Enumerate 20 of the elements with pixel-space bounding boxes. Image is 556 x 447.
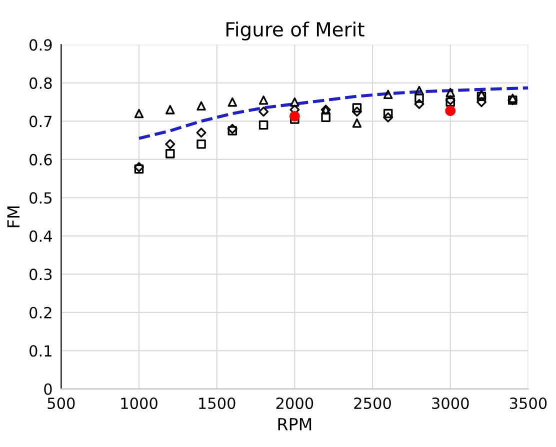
x-tick-label: 1500 — [199, 397, 236, 410]
y-tick-label: 0.5 — [30, 192, 52, 204]
y-tick-label: 0.8 — [30, 77, 52, 89]
x-tick-label: 2000 — [276, 397, 314, 410]
chart-title: Figure of Merit — [226, 22, 364, 40]
y-tick-label: 0.1 — [30, 345, 52, 357]
y-tick-label: 0.3 — [30, 268, 52, 280]
x-axis-title: RPM — [278, 418, 312, 430]
x-tick-label: 2500 — [354, 397, 391, 410]
y-tick-label: 0 — [44, 383, 52, 395]
y-tick-label: 0.2 — [30, 306, 52, 318]
y-tick-label: 0.9 — [30, 39, 52, 51]
y-tick-label: 0.7 — [30, 116, 52, 128]
x-tick-label: 500 — [48, 397, 75, 410]
x-tick-label: 3000 — [432, 397, 469, 410]
y-tick-label: 0.4 — [30, 230, 52, 242]
x-tick-label: 3500 — [510, 397, 547, 410]
x-tick-label: 1000 — [121, 397, 158, 410]
y-tick-label: 0.6 — [30, 154, 52, 166]
y-axis-title: FM — [7, 206, 20, 228]
